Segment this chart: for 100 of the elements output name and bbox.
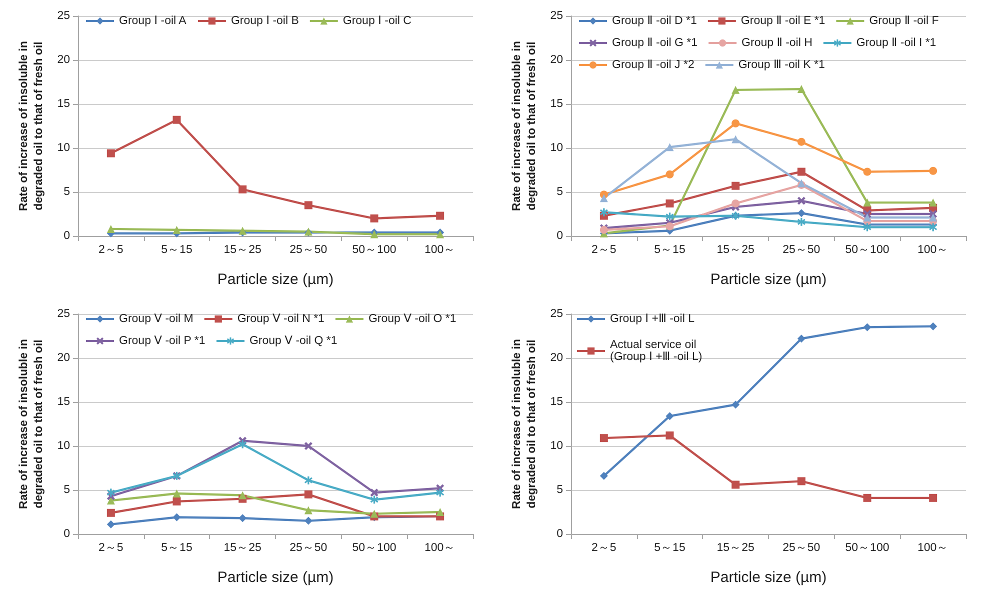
legend-label: Group Ⅰ +Ⅲ -oil L: [610, 313, 696, 325]
legend-label: Group Ⅰ -oil B: [230, 15, 300, 27]
point: [106, 149, 115, 158]
point: [929, 494, 938, 502]
x-tick-label: 50～100: [352, 542, 396, 554]
x-tick-label: 25～50: [290, 244, 328, 256]
point: [797, 138, 806, 146]
y-tick-label: 25: [550, 10, 563, 22]
y-tick-label: 5: [64, 484, 70, 496]
point: [106, 520, 115, 528]
x-tick-label: 25～50: [782, 542, 820, 554]
legend-label: Actual service oil (Group Ⅰ +Ⅲ -oil L): [610, 339, 702, 363]
y-tick-label: 0: [64, 528, 70, 540]
point: [106, 488, 115, 497]
y-tick-label: 5: [556, 484, 563, 496]
y-tick-label: 15: [57, 396, 70, 408]
x-tick-label: 50～100: [845, 542, 890, 554]
legend-label: Group Ⅴ -oil N *1: [237, 313, 324, 325]
point: [732, 480, 740, 489]
point: [172, 116, 181, 124]
point: [370, 496, 378, 504]
point: [797, 196, 806, 205]
point: [238, 491, 247, 500]
y-tick-label: 10: [57, 440, 70, 452]
point: [929, 198, 938, 207]
x-tick-label: 25～50: [290, 542, 328, 554]
point: [238, 440, 247, 448]
y-tick-label: 10: [550, 440, 563, 452]
x-tick-label: 25～50: [782, 244, 820, 256]
y-tick-label: 15: [550, 98, 563, 110]
legend-label: Group Ⅴ -oil Q *1: [249, 335, 338, 347]
y-axis-title: Rate of increase of insoluble in degraded oil to that of fresh oil: [510, 41, 538, 211]
point: [172, 490, 181, 498]
point: [600, 434, 608, 442]
x-axis-title: Particle size (µm): [710, 271, 827, 288]
x-axis-title: Particle size (µm): [710, 569, 827, 586]
y-axis-title: Rate of increase of insoluble in degraded oil to that of fresh oil: [510, 339, 538, 509]
point: [172, 226, 181, 234]
x-tick-label: 15～25: [716, 244, 754, 256]
point: [797, 477, 806, 486]
point: [732, 135, 740, 144]
point: [370, 488, 378, 497]
point: [732, 119, 740, 128]
x-tick-label: 50～100: [352, 244, 396, 256]
point: [436, 488, 444, 497]
y-tick-label: 0: [556, 528, 563, 540]
point: [304, 490, 312, 498]
x-tick-label: 15～25: [224, 542, 262, 554]
x-axis-title: Particle size (µm): [217, 569, 334, 586]
point: [106, 224, 115, 233]
point: [304, 476, 312, 484]
legend-label: Group Ⅲ -oil K *1: [738, 59, 825, 71]
point: [797, 85, 806, 94]
y-tick-label: 20: [550, 352, 563, 364]
x-tick-label: 5～15: [654, 542, 686, 554]
point: [304, 201, 312, 210]
point: [238, 514, 247, 522]
x-tick-label: 15～25: [716, 542, 754, 554]
point: [863, 168, 872, 176]
y-tick-label: 10: [550, 142, 563, 154]
legend-label: Group Ⅴ -oil P *1: [119, 335, 206, 347]
legend-label: Group Ⅱ -oil H: [742, 37, 812, 49]
point: [732, 400, 740, 409]
legend-label: Group Ⅱ -oil I *1: [856, 37, 936, 49]
y-axis-title: Rate of increase of insoluble in degraded oil to that of fresh oil: [18, 339, 45, 509]
point: [666, 143, 674, 152]
x-axis-title: Particle size (µm): [217, 271, 334, 288]
x-tick-label: 5～15: [161, 542, 192, 554]
point: [732, 182, 740, 190]
legend-label: Group Ⅱ -oil J *2: [612, 59, 694, 71]
point: [600, 208, 608, 216]
legend-label: Group Ⅰ -oil C: [342, 15, 412, 27]
point: [370, 510, 378, 518]
y-tick-label: 20: [57, 352, 70, 364]
point: [863, 494, 872, 502]
legend-label: Group Ⅴ -oil O *1: [368, 313, 456, 325]
y-tick-label: 0: [556, 230, 563, 242]
point: [863, 214, 872, 222]
point: [732, 86, 740, 94]
point: [797, 168, 806, 176]
point: [600, 472, 608, 480]
point: [929, 214, 938, 222]
y-tick-label: 25: [550, 308, 563, 320]
point: [797, 218, 806, 226]
x-tick-label: 50～100: [845, 244, 890, 256]
point: [929, 166, 938, 175]
point: [929, 322, 938, 330]
x-tick-label: 5～15: [654, 244, 686, 256]
y-tick-label: 10: [57, 142, 70, 154]
y-tick-label: 20: [57, 54, 70, 66]
point: [863, 323, 872, 332]
point: [304, 506, 312, 514]
point: [863, 198, 872, 207]
point: [436, 212, 444, 220]
point: [732, 199, 740, 208]
point: [238, 185, 247, 194]
x-tick-label: 100～: [424, 542, 456, 554]
point: [863, 223, 872, 232]
x-tick-label: 15～25: [224, 244, 262, 256]
point: [172, 497, 181, 506]
